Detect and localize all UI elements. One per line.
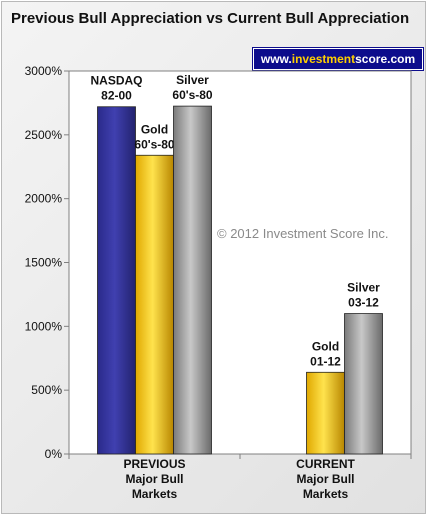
y-axis: 0% 500% 1000% 1500% 2000% 2500% 3000% xyxy=(25,64,69,461)
category-label: Markets xyxy=(303,487,349,501)
category-label: Major Bull xyxy=(296,472,354,486)
category-label: PREVIOUS xyxy=(123,457,185,471)
bar-gold xyxy=(135,154,174,455)
bar-silver xyxy=(173,105,212,455)
y-tick-label: 1000% xyxy=(25,319,63,333)
category-label: Major Bull xyxy=(125,472,183,486)
y-tick-label: 500% xyxy=(31,383,62,397)
bar-label: Gold xyxy=(312,339,339,353)
badge-prefix: www. xyxy=(260,52,292,66)
chart-title: Previous Bull Appreciation vs Current Bu… xyxy=(11,10,410,27)
bar-gold xyxy=(306,371,345,455)
bar-label: 60's-80 xyxy=(134,137,175,151)
category-label: CURRENT xyxy=(296,457,355,471)
bar-nasdaq xyxy=(97,106,136,455)
bar-label: NASDAQ xyxy=(90,74,142,88)
badge-accent: investment xyxy=(291,52,356,66)
y-tick-label: 1500% xyxy=(25,256,63,270)
bar-label: Silver xyxy=(347,281,380,295)
category-label: Markets xyxy=(132,487,178,501)
website-badge[interactable]: www.investmentscore.com xyxy=(252,47,424,71)
y-tick-label: 2500% xyxy=(25,128,63,142)
bar-series: NASDAQ82-00Gold60's-80Silver60's-80Gold0… xyxy=(90,73,383,455)
copyright-note: © 2012 Investment Score Inc. xyxy=(217,226,388,241)
bar-label: 03-12 xyxy=(348,296,379,310)
bar-label: Gold xyxy=(141,122,168,136)
badge-suffix: score.com xyxy=(355,52,416,66)
bar-label: Silver xyxy=(176,73,209,87)
bar-label: 01-12 xyxy=(310,354,341,368)
y-tick-label: 0% xyxy=(45,447,63,461)
y-tick-label: 2000% xyxy=(25,192,63,206)
bar-label: 60's-80 xyxy=(172,88,213,102)
bar-label: 82-00 xyxy=(101,89,132,103)
bar-silver xyxy=(344,313,383,455)
y-tick-label: 3000% xyxy=(25,64,63,78)
